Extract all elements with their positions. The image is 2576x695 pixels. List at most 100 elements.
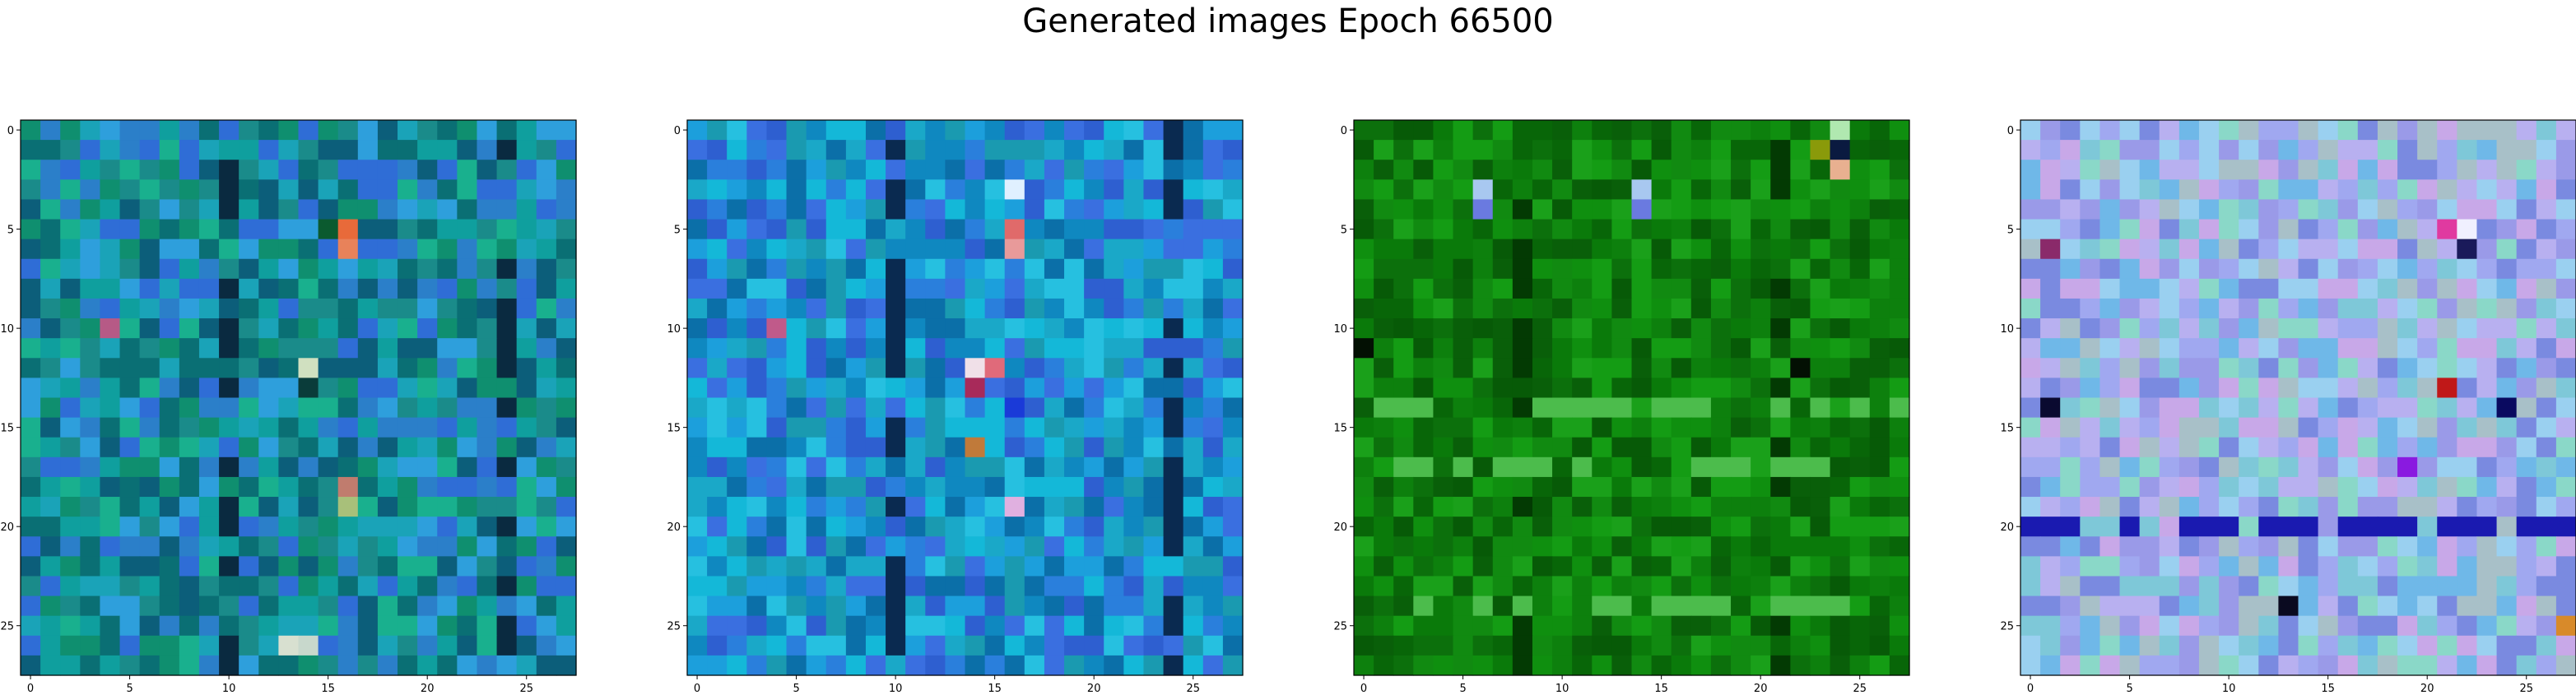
pixel-cell [1393, 556, 1414, 577]
pixel-cell [219, 378, 239, 399]
pixel-cell [60, 140, 81, 160]
pixel-cell [1374, 556, 1394, 577]
pixel-cell [1044, 318, 1065, 339]
pixel-cell [2119, 338, 2141, 359]
pixel-cell [845, 517, 867, 537]
pixel-cell [179, 417, 200, 438]
pixel-cell [1710, 517, 1732, 537]
pixel-cell [2337, 318, 2359, 339]
pixel-cell [258, 239, 279, 260]
pixel-cell [2239, 160, 2259, 180]
pixel-cell [1413, 536, 1434, 557]
pixel-cell [1690, 120, 1712, 141]
pixel-cell [905, 497, 926, 517]
pixel-cell [437, 318, 458, 339]
pixel-cell [2159, 318, 2180, 339]
pixel-cell [2219, 199, 2239, 220]
pixel-cell [1492, 536, 1514, 557]
pixel-cell [2258, 655, 2279, 676]
pixel-cell [377, 298, 398, 319]
pixel-cell [806, 338, 827, 359]
pixel-cell [2278, 258, 2299, 280]
pixel-cell [1710, 160, 1732, 180]
pixel-cell [1611, 536, 1633, 557]
pixel-cell [2417, 397, 2438, 419]
pixel-cell [337, 239, 359, 260]
pixel-cell [100, 536, 121, 557]
pixel-cell [1592, 595, 1612, 617]
pixel-cell [1143, 556, 1165, 577]
pixel-cell [905, 298, 926, 319]
pixel-cell [1751, 120, 1771, 141]
pixel-cell [398, 476, 418, 498]
pixel-cell [179, 437, 200, 458]
pixel-cell [457, 219, 478, 240]
pixel-cell [278, 456, 300, 478]
pixel-cell [905, 278, 926, 299]
pixel-cell [1592, 556, 1612, 577]
pixel-cell [1104, 576, 1124, 597]
pixel-cell [1004, 318, 1025, 339]
pixel-cell [337, 378, 359, 399]
pixel-cell [337, 456, 359, 478]
pixel-cell [984, 378, 1006, 399]
pixel-cell [1690, 378, 1712, 399]
pixel-cell [1611, 219, 1633, 240]
pixel-cell [1631, 417, 1653, 438]
pixel-cell [2040, 397, 2061, 419]
pixel-cell [2278, 179, 2299, 201]
pixel-cell [2357, 199, 2378, 220]
pixel-cell [1830, 595, 1851, 617]
pixel-cell [2119, 179, 2141, 201]
pixel-cell [2298, 338, 2319, 359]
pixel-cell [1024, 655, 1045, 676]
pixel-cell [1512, 239, 1533, 260]
pixel-cell [2159, 338, 2180, 359]
pixel-cell [2496, 517, 2518, 537]
pixel-cell [2298, 556, 2319, 577]
pixel-cell [1611, 397, 1633, 419]
pixel-cell [945, 278, 966, 299]
pixel-cell [1751, 278, 1771, 299]
pixel-cell [1163, 338, 1184, 359]
pixel-cell [1354, 378, 1374, 399]
pixel-cell [398, 635, 418, 656]
pixel-cell [1222, 278, 1244, 299]
pixel-cell [1393, 497, 1414, 517]
pixel-cell [2337, 397, 2359, 419]
pixel-cell [318, 219, 339, 240]
pixel-cell [1631, 378, 1653, 399]
pixel-cell [707, 456, 728, 478]
pixel-cell [417, 615, 438, 637]
pixel-cell [1084, 378, 1104, 399]
pixel-cell [1849, 595, 1871, 617]
pixel-cell [119, 140, 141, 160]
pixel-cell [2555, 595, 2576, 617]
pixel-cell [2219, 655, 2239, 676]
pixel-cell [139, 120, 160, 141]
pixel-cell [2397, 556, 2418, 577]
pixel-cell [687, 536, 708, 557]
pixel-cell [886, 417, 906, 438]
pixel-cell [80, 258, 101, 280]
pixel-cell [536, 120, 557, 141]
pixel-cell [2496, 417, 2518, 438]
pixel-cell [2020, 476, 2041, 498]
pixel-cell [1770, 576, 1791, 597]
pixel-cell [357, 199, 379, 220]
pixel-cell [886, 219, 906, 240]
pixel-cell [1374, 120, 1394, 141]
figure-title: Generated images Epoch 66500 [1022, 2, 1554, 40]
pixel-cell [457, 318, 478, 339]
pixel-cell [2198, 298, 2220, 319]
pixel-cell [2139, 615, 2160, 637]
pixel-cell [1611, 655, 1633, 676]
pixel-cell [2239, 378, 2259, 399]
pixel-cell [1084, 595, 1104, 617]
pixel-cell [2457, 397, 2478, 419]
pixel-cell [437, 160, 458, 180]
pixel-cell [2457, 278, 2478, 299]
pixel-cell [1690, 536, 1712, 557]
pixel-cell [258, 298, 279, 319]
pixel-cell [1849, 378, 1871, 399]
